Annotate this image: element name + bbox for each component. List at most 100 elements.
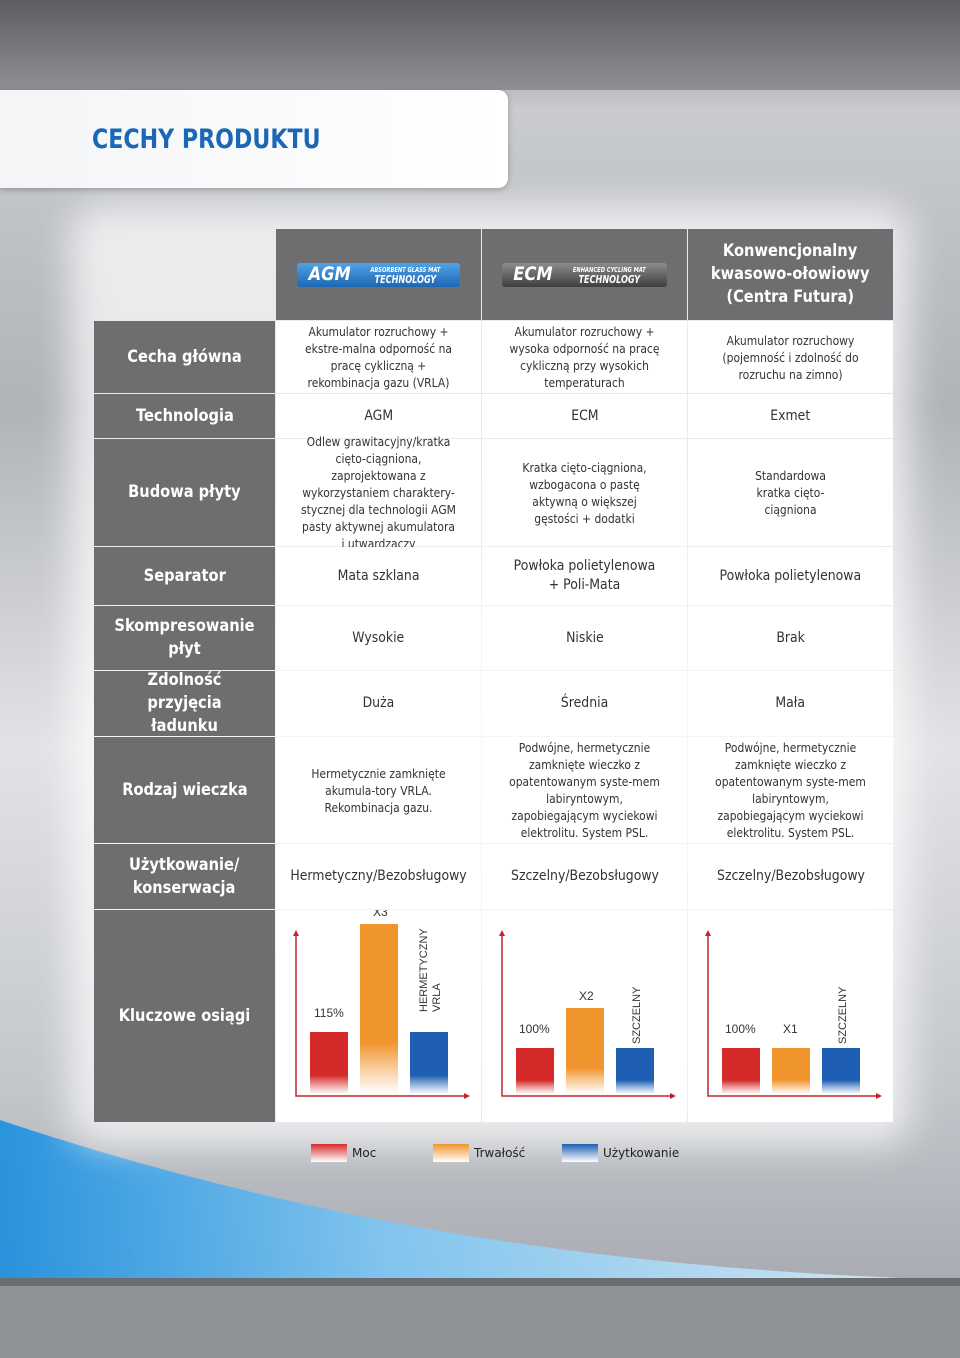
cell-compression-agm: Wysokie: [276, 606, 481, 670]
cell-performance-conv: 100% X1 SZCZELNY: [688, 910, 893, 1122]
bar-label: 100%: [725, 1022, 756, 1036]
cell-maintenance-ecm: Szczelny/Bezobsługowy: [482, 844, 687, 909]
row-label-technology-text: Technologia: [135, 405, 234, 426]
bar-trwałość: [772, 1048, 810, 1094]
top-band: [0, 0, 960, 90]
bar-użytkowanie: [822, 1048, 860, 1094]
performance-chart-ecm: 100% X2 SZCZELNY: [499, 930, 676, 1099]
cell-lid-conv-text: Podwójne, hermetycznie zamknięte wieczko…: [715, 740, 866, 840]
cell-compression-conv: Brak: [688, 606, 893, 670]
cell-maintenance-conv-text: Szczelny/Bezobsługowy: [716, 868, 865, 884]
cell-main-feature-conv-text: Akumulator rozruchowy (pojemność i zdoln…: [722, 332, 859, 382]
bar-użytkowanie: [616, 1048, 654, 1094]
bar-label: X2: [579, 989, 594, 1003]
legend-label: Trwałość: [474, 1146, 526, 1160]
legend-label: Użytkowanie: [603, 1146, 680, 1160]
cell-charge-agm-text: Duża: [362, 695, 395, 711]
row-label-compression: Skompresowanie płyt: [94, 606, 275, 670]
chart-axis-arrow: [705, 930, 711, 936]
header-conventional-line3: (Centra Futura): [726, 287, 855, 307]
cell-main-feature-agm: Akumulator rozruchowy + ekstre-malna odp…: [276, 321, 481, 393]
cell-maintenance-agm-text: Hermetyczny/Bezobsługowy: [290, 868, 467, 884]
chart-axis-arrow: [876, 1093, 882, 1099]
cell-technology-conv-text: Exmet: [770, 407, 811, 424]
cell-compression-conv-text: Brak: [776, 629, 805, 646]
cell-plate-agm: Odlew grawitacyjny/kratka cięto-ciągnion…: [276, 434, 481, 551]
ecm-logo-sub1: ENHANCED CYCLING MAT: [572, 265, 646, 274]
cell-maintenance-agm: Hermetyczny/Bezobsługowy: [276, 844, 481, 909]
cell-lid-agm: Hermetycznie zamknięte akumula-tory VRLA…: [276, 737, 481, 843]
cell-main-feature-ecm-text: Akumulator rozruchowy + wysoka odporność…: [509, 324, 660, 390]
bar-label: 100%: [519, 1022, 550, 1036]
cell-separator-ecm: Powłoka polietylenowa + Poli-Mata: [482, 547, 687, 605]
agm-logo-sub1: ABSORBENT GLASS MAT: [370, 265, 441, 274]
bar-label-vertical: HERMETYCZNY: [418, 928, 430, 1012]
chart-axis-arrow: [670, 1093, 676, 1099]
cell-separator-ecm-text: Powłoka polietylenowa + Poli-Mata: [513, 558, 656, 593]
cell-technology-ecm-text: ECM: [570, 407, 599, 424]
row-label-separator: Separator: [94, 547, 275, 605]
title-box: [0, 90, 508, 188]
header-conventional-line2: kwasowo-ołowiowy: [711, 264, 870, 284]
row-label-separator-text: Separator: [143, 565, 226, 586]
header-ecm: ECM ENHANCED CYCLING MAT TECHNOLOGY: [482, 229, 687, 320]
row-label-plate: Budowa płyty: [94, 439, 275, 546]
bar-moc: [722, 1048, 760, 1094]
bar-label: X3: [373, 910, 388, 919]
ecm-logo: ECM ENHANCED CYCLING MAT TECHNOLOGY: [502, 262, 667, 287]
row-label-performance-text: Kluczowe osiągi: [118, 1005, 251, 1026]
cell-charge-ecm-text: Średnia: [560, 695, 609, 711]
cell-charge-ecm: Średnia: [482, 671, 687, 736]
legend-label: Moc: [352, 1146, 377, 1160]
bar-label: X1: [783, 1022, 798, 1036]
cell-separator-conv: Powłoka polietylenowa: [688, 547, 893, 605]
agm-logo: AGM ABSORBENT GLASS MAT TECHNOLOGY: [296, 262, 461, 287]
header-conventional-line1: Konwencjonalny: [723, 241, 858, 261]
row-label-technology: Technologia: [94, 394, 275, 438]
row-label-main-feature: Cecha główna: [94, 321, 275, 393]
cell-compression-agm-text: Wysokie: [352, 629, 405, 646]
row-label-plate-text: Budowa płyty: [128, 482, 241, 502]
cell-separator-conv-text: Powłoka polietylenowa: [719, 567, 862, 584]
cell-technology-agm: AGM: [276, 394, 481, 438]
cell-performance-agm: 115% X3 HERMETYCZNY VRLA: [276, 910, 481, 1122]
legend-swatch: [562, 1144, 598, 1162]
cell-plate-conv-text: Standardowa kratka cięto-ciągniona: [755, 468, 826, 517]
bar-label-vertical: VRLA: [431, 983, 443, 1012]
bar-moc: [310, 1032, 348, 1094]
cell-lid-conv: Podwójne, hermetycznie zamknięte wieczko…: [688, 737, 893, 843]
cell-main-feature-conv: Akumulator rozruchowy (pojemność i zdoln…: [688, 321, 893, 393]
header-conventional: Konwencjonalny kwasowo-ołowiowy (Centra …: [688, 229, 893, 320]
legend-swatch: [433, 1144, 469, 1162]
cell-charge-conv-text: Mała: [775, 695, 806, 711]
cell-lid-ecm: Podwójne, hermetycznie zamknięte wieczko…: [482, 737, 687, 843]
background-wave: [0, 1120, 960, 1358]
performance-chart-agm: 115% X3 HERMETYCZNY VRLA: [293, 910, 470, 1099]
ecm-logo-text: ECM: [513, 263, 553, 285]
row-label-lid-text: Rodzaj wieczka: [121, 779, 248, 800]
cell-technology-agm-text: AGM: [364, 407, 393, 424]
bar-label: 115%: [314, 1006, 344, 1020]
bar-trwałość: [566, 1008, 604, 1094]
cell-technology-ecm: ECM: [482, 394, 687, 438]
cell-maintenance-ecm-text: Szczelny/Bezobsługowy: [510, 868, 659, 884]
row-label-charge: Zdolność przyjęcia ładunku: [94, 670, 275, 736]
cell-performance-ecm: 100% X2 SZCZELNY: [482, 910, 687, 1122]
row-label-maintenance-text: Użytkowanie/ konserwacja: [129, 854, 240, 898]
bar-trwałość: [360, 924, 398, 1094]
cell-main-feature-agm-text: Akumulator rozruchowy + ekstre-malna odp…: [305, 324, 452, 390]
cell-charge-conv: Mała: [688, 671, 893, 736]
agm-logo-sub2: TECHNOLOGY: [374, 272, 436, 286]
ecm-logo-sub2: TECHNOLOGY: [578, 272, 641, 286]
cell-compression-ecm: Niskie: [482, 606, 687, 670]
cell-plate-ecm: Kratka cięto-ciągniona, wzbogacona o pas…: [482, 439, 687, 546]
row-label-charge-text: Zdolność przyjęcia ładunku: [147, 670, 222, 736]
row-label-performance: Kluczowe osiągi: [94, 910, 275, 1122]
cell-main-feature-ecm: Akumulator rozruchowy + wysoka odporność…: [482, 321, 687, 393]
bar-użytkowanie: [410, 1032, 448, 1094]
cell-technology-conv: Exmet: [688, 394, 893, 438]
cell-separator-agm-text: Mata szklana: [337, 567, 420, 584]
row-label-lid: Rodzaj wieczka: [94, 737, 275, 843]
row-label-maintenance: Użytkowanie/ konserwacja: [94, 844, 275, 909]
chart-axis-arrow: [464, 1093, 470, 1099]
